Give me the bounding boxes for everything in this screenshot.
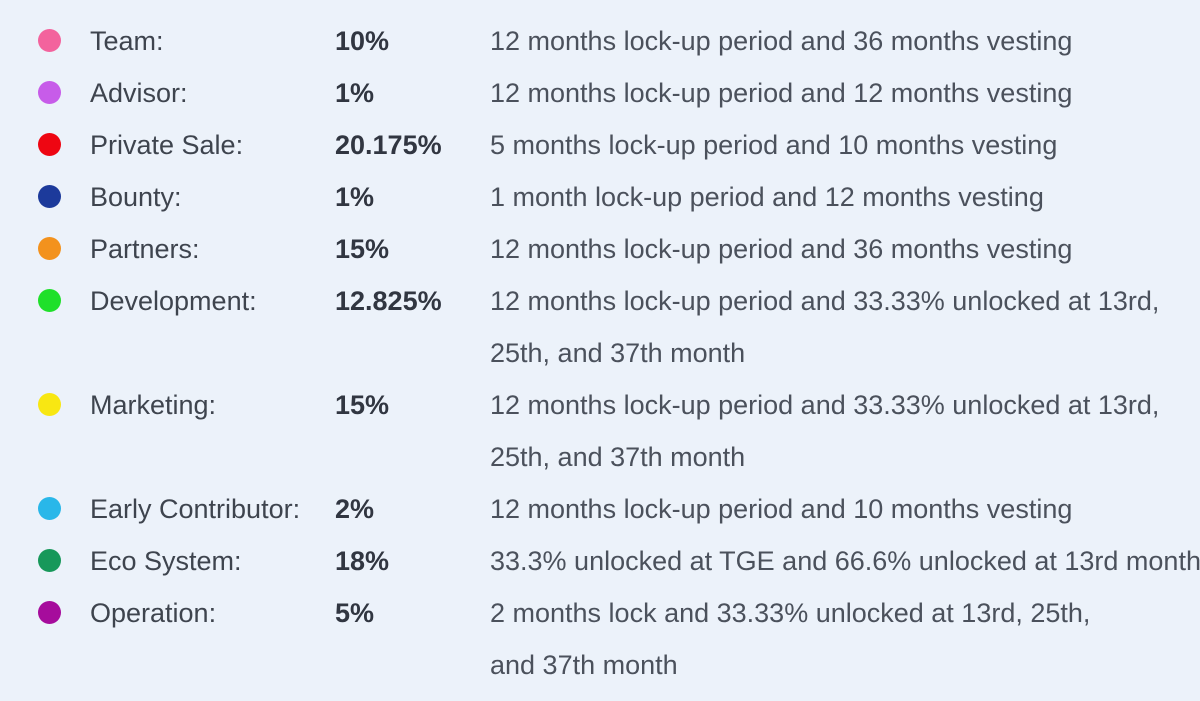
allocation-row-private-sale: Private Sale: 20.175% 5 months lock-up p… — [38, 119, 1200, 171]
legend-dot-partners — [38, 237, 61, 260]
legend-dot-operation — [38, 601, 61, 624]
legend-dot-marketing — [38, 393, 61, 416]
vesting-description: 12 months lock-up period and 36 months v… — [490, 26, 1073, 56]
vesting-description: 33.3% unlocked at TGE and 66.6% unlocked… — [490, 546, 1200, 576]
category-label: Bounty: — [90, 182, 182, 212]
category-label: Operation: — [90, 598, 217, 628]
legend-dot-early-contributor — [38, 497, 61, 520]
percent-value: 10% — [335, 26, 390, 56]
vesting-description: 5 months lock-up period and 10 months ve… — [490, 130, 1058, 160]
percent-value: 15% — [335, 234, 390, 264]
percent-value: 18% — [335, 546, 390, 576]
vesting-description: 2 months lock and 33.33% unlocked at 13r… — [490, 598, 1091, 680]
vesting-description: 12 months lock-up period and 33.33% unlo… — [490, 390, 1160, 472]
allocation-row-team: Team: 10% 12 months lock-up period and 3… — [38, 15, 1200, 67]
vesting-description: 1 month lock-up period and 12 months ves… — [490, 182, 1044, 212]
allocation-row-marketing: Marketing: 15% 12 months lock-up period … — [38, 379, 1200, 483]
percent-value: 12.825% — [335, 286, 442, 316]
category-label: Advisor: — [90, 78, 188, 108]
percent-value: 20.175% — [335, 130, 442, 160]
percent-value: 2% — [335, 494, 375, 524]
legend-dot-private-sale — [38, 133, 61, 156]
percent-value: 1% — [335, 78, 375, 108]
allocation-row-development: Development: 12.825% 12 months lock-up p… — [38, 275, 1200, 379]
allocation-row-operation: Operation: 5% 2 months lock and 33.33% u… — [38, 587, 1200, 691]
percent-value: 15% — [335, 390, 390, 420]
category-label: Early Contributor: — [90, 494, 301, 524]
category-label: Team: — [90, 26, 164, 56]
percent-value: 5% — [335, 598, 375, 628]
legend-dot-eco-system — [38, 549, 61, 572]
legend-dot-advisor — [38, 81, 61, 104]
category-label: Partners: — [90, 234, 200, 264]
allocation-row-eco-system: Eco System: 18% 33.3% unlocked at TGE an… — [38, 535, 1200, 587]
allocation-row-advisor: Advisor: 1% 12 months lock-up period and… — [38, 67, 1200, 119]
allocation-row-bounty: Bounty: 1% 1 month lock-up period and 12… — [38, 171, 1200, 223]
percent-value: 1% — [335, 182, 375, 212]
category-label: Private Sale: — [90, 130, 244, 160]
category-label: Development: — [90, 286, 257, 316]
allocation-row-early-contributor: Early Contributor: 2% 12 months lock-up … — [38, 483, 1200, 535]
category-label: Marketing: — [90, 390, 217, 420]
legend-dot-team — [38, 29, 61, 52]
vesting-description: 12 months lock-up period and 10 months v… — [490, 494, 1073, 524]
legend-dot-development — [38, 289, 61, 312]
vesting-description: 12 months lock-up period and 12 months v… — [490, 78, 1073, 108]
vesting-description: 12 months lock-up period and 36 months v… — [490, 234, 1073, 264]
legend-dot-bounty — [38, 185, 61, 208]
vesting-description: 12 months lock-up period and 33.33% unlo… — [490, 286, 1160, 368]
category-label: Eco System: — [90, 546, 242, 576]
allocation-row-partners: Partners: 15% 12 months lock-up period a… — [38, 223, 1200, 275]
